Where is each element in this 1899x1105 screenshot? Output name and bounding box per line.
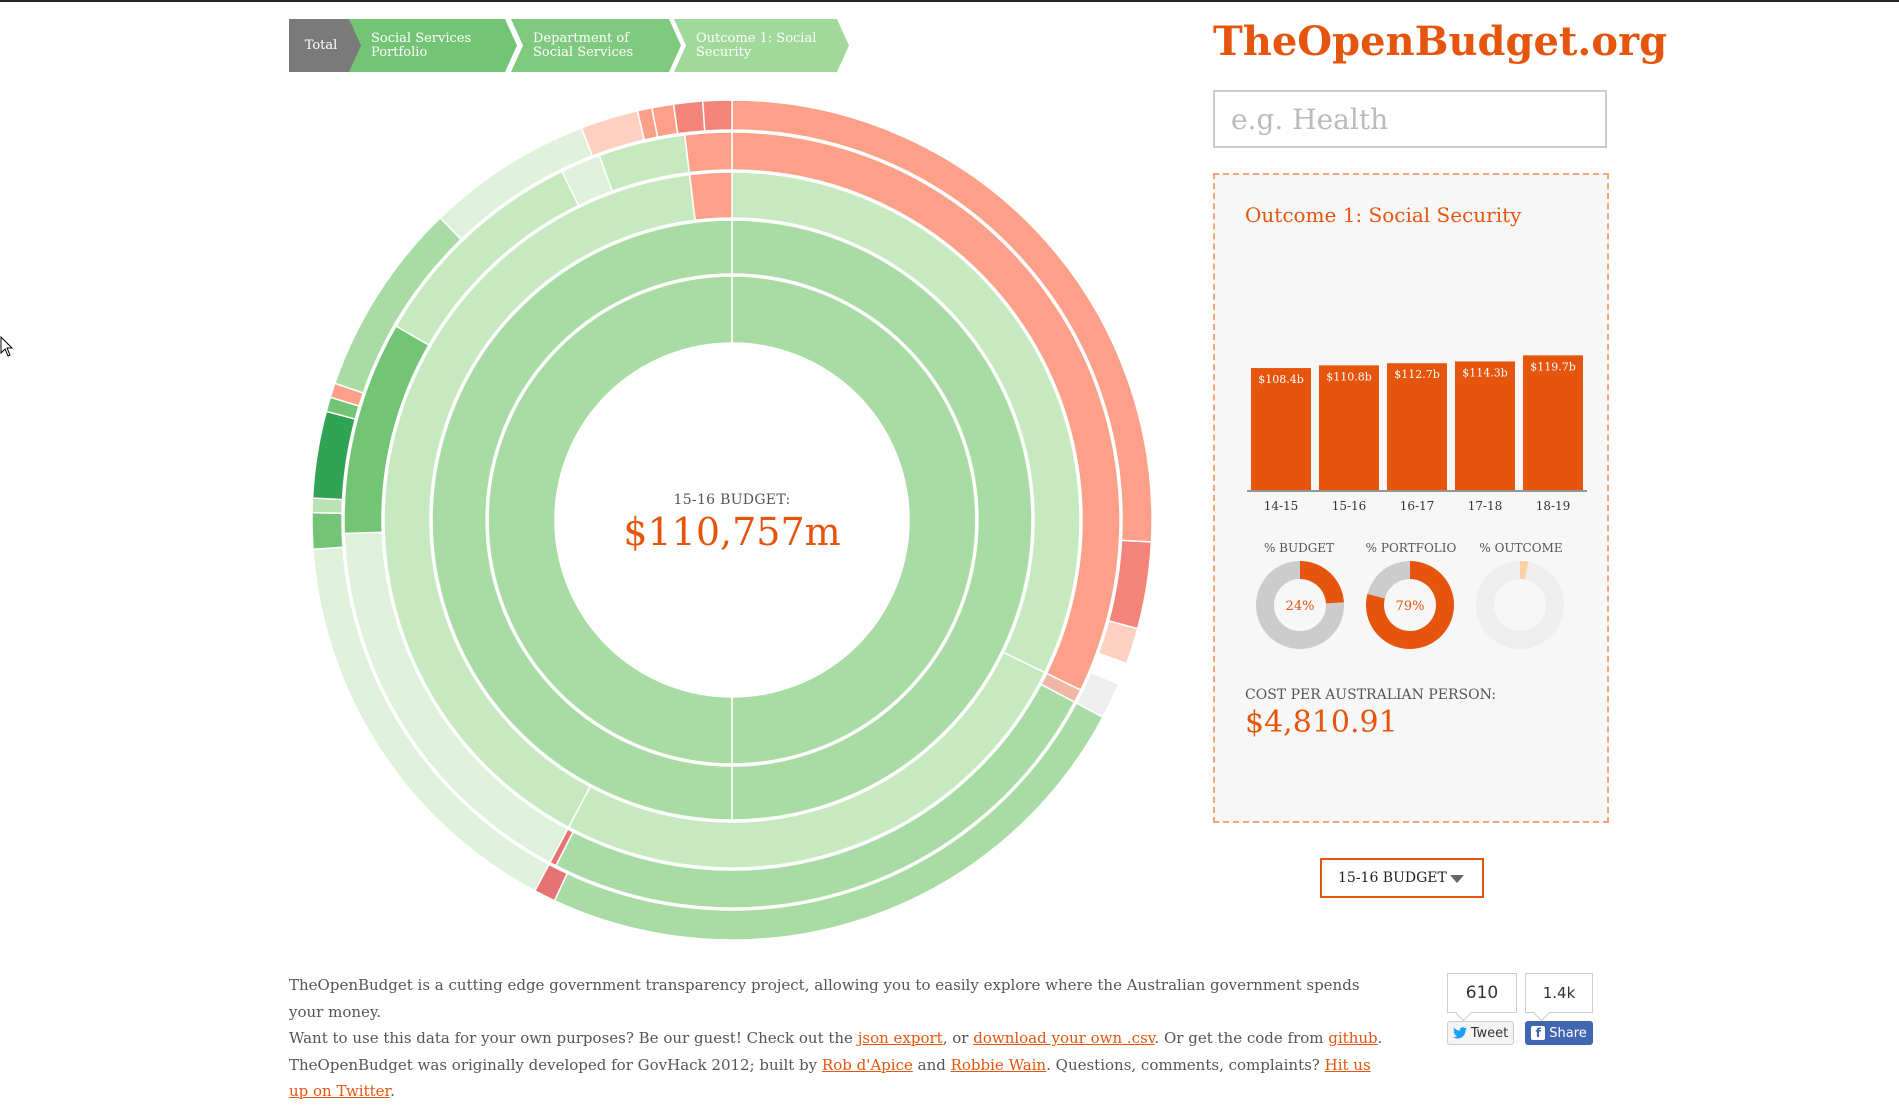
bar-18-19 (1523, 355, 1583, 490)
sunburst-segment-ring0-0[interactable] (731, 275, 977, 765)
donut-budget: 24% (1255, 561, 1344, 649)
search-input[interactable] (1213, 90, 1607, 148)
breadcrumb-portfolio-label: Social Services Portfolio (371, 30, 472, 60)
site-logo[interactable]: TheOpenBudget.org (1213, 18, 1668, 65)
chevron-down-icon (1450, 875, 1464, 883)
donut-fill (1366, 561, 1454, 649)
footer-text: , or (942, 1029, 974, 1047)
footer-text: TheOpenBudget was originally developed f… (289, 1055, 822, 1074)
budget-year-select[interactable]: 15-16 BUDGET (1320, 858, 1484, 898)
bar-data-label: $110.8b (1326, 370, 1372, 383)
footer: TheOpenBudget is a cutting edge governme… (289, 972, 1389, 1105)
donut-value: 24% (1286, 599, 1315, 614)
donut-portfolio: 79% (1365, 561, 1454, 649)
footer-text: Want to use this data for your own purpo… (289, 1029, 858, 1047)
center-budget-label: 15-16 BUDGET: (673, 492, 791, 508)
footer-text: and (912, 1055, 951, 1074)
twitter-bird-icon (1452, 1027, 1467, 1039)
breadcrumb-total[interactable]: Total (289, 19, 365, 72)
tweet-label: Tweet (1470, 1025, 1509, 1041)
tweet-count: 610 (1447, 973, 1517, 1013)
donut-label-outcome: % OUTCOME (1479, 541, 1563, 555)
bar-data-label: $112.7b (1394, 368, 1440, 381)
info-panel: Outcome 1: Social Security $108.4b 14-15 $… (1213, 173, 1609, 823)
robbie-wain-link[interactable]: Robbie Wain (950, 1055, 1047, 1074)
bar-tick-label: 14-15 (1264, 499, 1299, 513)
bar-tick-label: 16-17 (1400, 499, 1435, 513)
bar-17-18 (1455, 361, 1515, 490)
budget-sunburst[interactable] (312, 100, 1152, 940)
sunburst-segment-ring2-2[interactable] (383, 173, 697, 829)
download-csv-link[interactable]: download your own .csv (973, 1029, 1155, 1047)
sunburst-segment-ring2-3[interactable] (688, 171, 733, 222)
top-border (0, 0, 1899, 2)
center-budget-value: $110,757m (623, 510, 841, 554)
breadcrumb-outcome-social-security[interactable]: Outcome 1: Social Security (674, 19, 849, 72)
budget-year-value: 15-16 BUDGET (1338, 870, 1447, 886)
donut-label-portfolio: % PORTFOLIO (1365, 541, 1457, 555)
panel-title: Outcome 1: Social Security (1245, 203, 1522, 227)
sunburst-segment-ring4-9[interactable] (312, 497, 344, 514)
breadcrumb-social-services-portfolio[interactable]: Social Services Portfolio (349, 19, 517, 72)
facebook-icon: f (1531, 1026, 1546, 1040)
footer-line-1: TheOpenBudget is a cutting edge governme… (289, 972, 1389, 1025)
sunburst-segment-ring3-9[interactable] (683, 131, 733, 174)
bar-data-label: $108.4b (1258, 373, 1304, 386)
mouse-cursor-icon (0, 336, 14, 357)
yearly-bar-chart: $108.4b 14-15 $110.8b 15-16 $112.7b 16-17 $114… (1247, 355, 1587, 513)
breadcrumb-department-label: Department of Social Services (533, 30, 634, 60)
breadcrumb-outcome-label: Outcome 1: Social Security (696, 30, 817, 60)
cost-per-person-label: COST PER AUSTRALIAN PERSON: (1245, 687, 1497, 703)
bar-data-label: $119.7b (1530, 360, 1576, 373)
json-export-link[interactable]: json export (857, 1029, 943, 1047)
footer-intro-text: TheOpenBudget is a cutting edge governme… (289, 976, 1360, 1021)
bar-14-15 (1251, 368, 1311, 490)
bar-tick-label: 17-18 (1468, 499, 1503, 513)
footer-text: . (390, 1082, 395, 1100)
donut-track (1475, 561, 1564, 649)
tweet-button[interactable]: Tweet (1447, 1021, 1514, 1045)
share-label: Share (1549, 1025, 1587, 1041)
sunburst-segment-ring4-18[interactable] (672, 100, 706, 135)
bar-tick-label: 18-19 (1536, 499, 1571, 513)
sunburst-segment-ring4-19[interactable] (701, 100, 733, 132)
donut-label-budget: % BUDGET (1263, 541, 1335, 555)
sunburst-segment-ring0-1[interactable] (487, 275, 733, 765)
rob-dapice-link[interactable]: Rob d'Apice (821, 1055, 913, 1074)
facebook-share-button[interactable]: f Share (1525, 1021, 1593, 1045)
bar-data-label: $114.3b (1462, 366, 1508, 379)
sunburst-segment-ring1-0[interactable] (731, 219, 1033, 821)
donut-fill (1300, 561, 1344, 604)
bar-tick-label: 15-16 (1332, 499, 1367, 513)
footer-text: . Or get the code from (1154, 1029, 1329, 1047)
github-link[interactable]: github (1328, 1029, 1378, 1047)
bar-15-16 (1319, 365, 1379, 490)
center-budget: 15-16 BUDGET: $110,757m (582, 492, 882, 554)
footer-line-3: TheOpenBudget was originally developed f… (289, 1052, 1389, 1105)
footer-line-2: Want to use this data for your own purpo… (289, 1025, 1389, 1052)
cost-per-person-value: $4,810.91 (1245, 705, 1398, 740)
breadcrumb-department-of-social-services[interactable]: Department of Social Services (511, 19, 681, 72)
donut-fill (1520, 561, 1529, 580)
share-count: 1.4k (1525, 973, 1593, 1013)
donut-value: 79% (1396, 599, 1425, 614)
bar-16-17 (1387, 363, 1447, 490)
breadcrumb-total-label: Total (304, 37, 338, 53)
footer-text: . (1377, 1029, 1383, 1047)
sunburst-segment-ring1-1[interactable] (431, 219, 733, 821)
donut-outcome (1475, 561, 1564, 649)
sunburst-segment-ring4-8[interactable] (312, 511, 344, 551)
footer-text: . Questions, comments, complaints? (1046, 1055, 1325, 1074)
